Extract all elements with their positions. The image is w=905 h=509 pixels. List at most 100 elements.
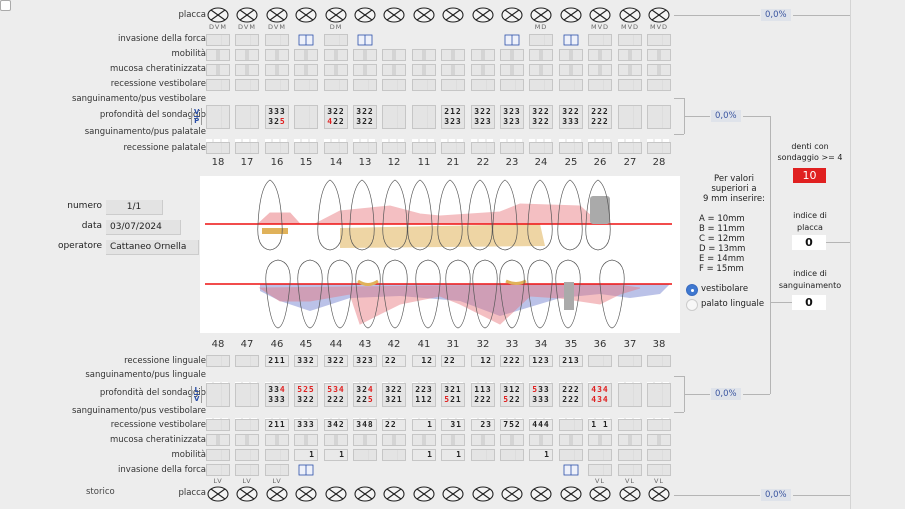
probing-cell[interactable]: 113 222 (471, 383, 495, 407)
plaque-toggle[interactable] (295, 486, 317, 502)
probing-cell[interactable]: 533 333 (529, 383, 553, 407)
furcation-cell[interactable] (647, 34, 671, 46)
recession-vest-cell[interactable]: 1 1 (588, 419, 612, 431)
recession-ling-cell[interactable]: 12 (412, 355, 436, 367)
recession-vest-cell[interactable] (294, 79, 318, 91)
plaque-toggle[interactable] (325, 7, 347, 23)
recession-ling-cell[interactable] (618, 355, 642, 367)
bleeding-vest-toggle[interactable] (500, 96, 524, 111)
bleeding-vest-toggle[interactable] (382, 409, 406, 424)
mobility-cell[interactable] (559, 49, 583, 61)
recession-pal-cell[interactable] (324, 142, 348, 154)
bleeding-ling-toggle[interactable] (588, 373, 612, 388)
plaque-toggle[interactable] (530, 7, 552, 23)
plaque-toggle[interactable] (501, 486, 523, 502)
recession-ling-cell[interactable]: 12 (471, 355, 495, 367)
bleeding-vest-toggle[interactable] (235, 409, 259, 424)
recession-vest-cell[interactable] (559, 79, 583, 91)
bleeding-pal-toggle[interactable] (294, 130, 318, 145)
recession-vest-cell[interactable] (265, 79, 289, 91)
furcation-icon[interactable] (298, 461, 314, 479)
furcation-icon[interactable] (298, 31, 314, 49)
plaque-toggle[interactable] (560, 486, 582, 502)
keratinized-cell[interactable] (559, 434, 583, 446)
bleeding-pal-toggle[interactable] (324, 130, 348, 145)
bleeding-ling-toggle[interactable] (529, 373, 553, 388)
probing-cell[interactable] (382, 105, 406, 129)
recession-vest-cell[interactable] (235, 419, 259, 431)
plaque-toggle[interactable] (619, 7, 641, 23)
mobility-cell[interactable] (412, 49, 436, 61)
probing-cell[interactable]: 222 222 (588, 105, 612, 129)
furcation-cell[interactable] (265, 464, 289, 476)
bleeding-vest-toggle[interactable] (353, 96, 377, 111)
keratinized-cell[interactable] (441, 64, 465, 76)
bleeding-vest-toggle[interactable] (559, 96, 583, 111)
recession-vest-cell[interactable]: 211 (265, 419, 289, 431)
bleeding-pal-toggle[interactable] (382, 130, 406, 145)
recession-vest-cell[interactable] (353, 79, 377, 91)
bleeding-ling-toggle[interactable] (206, 373, 230, 388)
plaque-toggle[interactable] (413, 7, 435, 23)
plaque-toggle[interactable] (442, 7, 464, 23)
keratinized-cell[interactable] (324, 434, 348, 446)
bleeding-vest-toggle[interactable] (441, 96, 465, 111)
patient-operatore-value[interactable]: Cattaneo Ornella (106, 240, 199, 255)
mobility-cell[interactable] (588, 449, 612, 461)
mobility-cell[interactable] (559, 449, 583, 461)
keratinized-cell[interactable] (588, 434, 612, 446)
bleeding-ling-toggle[interactable] (441, 373, 465, 388)
bleeding-vest-toggle[interactable] (588, 96, 612, 111)
bleeding-vest-toggle[interactable] (412, 409, 436, 424)
mobility-cell[interactable] (382, 49, 406, 61)
probing-cell[interactable] (618, 105, 642, 129)
plaque-toggle[interactable] (619, 486, 641, 502)
plaque-toggle[interactable] (472, 7, 494, 23)
radio-palato-linguale[interactable] (686, 299, 698, 311)
keratinized-cell[interactable] (294, 64, 318, 76)
plaque-toggle[interactable] (413, 486, 435, 502)
recession-vest-cell[interactable] (235, 79, 259, 91)
mobility-cell[interactable] (588, 49, 612, 61)
keratinized-cell[interactable] (471, 434, 495, 446)
recession-vest-cell[interactable] (206, 419, 230, 431)
mobility-cell[interactable] (324, 49, 348, 61)
recession-pal-cell[interactable] (647, 142, 671, 154)
furcation-icon[interactable] (563, 461, 579, 479)
bleeding-vest-toggle[interactable] (618, 96, 642, 111)
mobility-cell[interactable] (647, 49, 671, 61)
bleeding-pal-toggle[interactable] (235, 130, 259, 145)
probing-cell[interactable] (206, 105, 230, 129)
probing-cell[interactable]: 324 225 (353, 383, 377, 407)
bleeding-vest-toggle[interactable] (265, 409, 289, 424)
recession-ling-cell[interactable]: 22 (441, 355, 465, 367)
furcation-cell[interactable] (206, 464, 230, 476)
mobility-cell[interactable] (647, 449, 671, 461)
recession-pal-cell[interactable] (529, 142, 553, 154)
recession-pal-cell[interactable] (441, 142, 465, 154)
furcation-cell[interactable] (618, 34, 642, 46)
recession-vest-cell[interactable] (618, 419, 642, 431)
bleeding-ling-toggle[interactable] (294, 373, 318, 388)
recession-vest-cell[interactable]: 348 (353, 419, 377, 431)
plaque-toggle[interactable] (383, 486, 405, 502)
plaque-toggle[interactable] (354, 486, 376, 502)
furcation-cell[interactable] (235, 464, 259, 476)
keratinized-cell[interactable] (294, 434, 318, 446)
recession-vest-cell[interactable]: 1 (412, 419, 436, 431)
furcation-cell[interactable] (647, 464, 671, 476)
plaque-toggle[interactable] (560, 7, 582, 23)
plaque-toggle[interactable] (648, 486, 670, 502)
plaque-toggle[interactable] (589, 486, 611, 502)
furcation-cell[interactable] (529, 34, 553, 46)
probing-cell[interactable]: 222 222 (559, 383, 583, 407)
plaque-toggle[interactable] (472, 486, 494, 502)
probing-cell[interactable]: 212 323 (441, 105, 465, 129)
bleeding-ling-toggle[interactable] (235, 373, 259, 388)
plaque-toggle[interactable] (530, 486, 552, 502)
mobility-cell[interactable] (353, 49, 377, 61)
bleeding-vest-toggle[interactable] (206, 96, 230, 111)
keratinized-cell[interactable] (206, 434, 230, 446)
mobility-cell[interactable] (500, 49, 524, 61)
recession-vest-cell[interactable]: 444 (529, 419, 553, 431)
